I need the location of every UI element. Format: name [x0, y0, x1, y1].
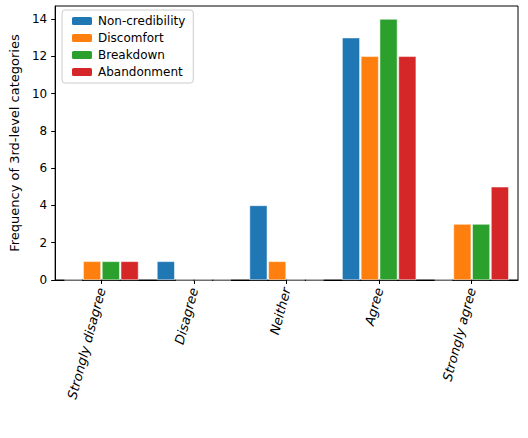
- svg-text:Disagree: Disagree: [172, 286, 202, 346]
- svg-text:8: 8: [40, 124, 48, 138]
- svg-text:Discomfort: Discomfort: [98, 31, 164, 45]
- svg-text:2: 2: [40, 236, 48, 250]
- svg-text:Abandonment: Abandonment: [98, 65, 183, 79]
- svg-text:Frequency of 3rd-level categor: Frequency of 3rd-level categories: [7, 34, 22, 252]
- svg-text:0: 0: [40, 273, 48, 287]
- svg-text:10: 10: [32, 87, 47, 101]
- svg-text:Breakdown: Breakdown: [98, 48, 165, 62]
- svg-text:Strongly disagree: Strongly disagree: [64, 286, 108, 401]
- svg-text:Neither: Neither: [267, 284, 294, 336]
- svg-text:6: 6: [40, 161, 48, 175]
- svg-text:14: 14: [32, 12, 47, 26]
- svg-text:12: 12: [32, 49, 47, 63]
- svg-text:Strongly agree: Strongly agree: [440, 286, 479, 383]
- svg-text:Agree: Agree: [362, 286, 387, 328]
- svg-text:4: 4: [40, 198, 48, 212]
- svg-text:Non-credibility: Non-credibility: [98, 14, 185, 28]
